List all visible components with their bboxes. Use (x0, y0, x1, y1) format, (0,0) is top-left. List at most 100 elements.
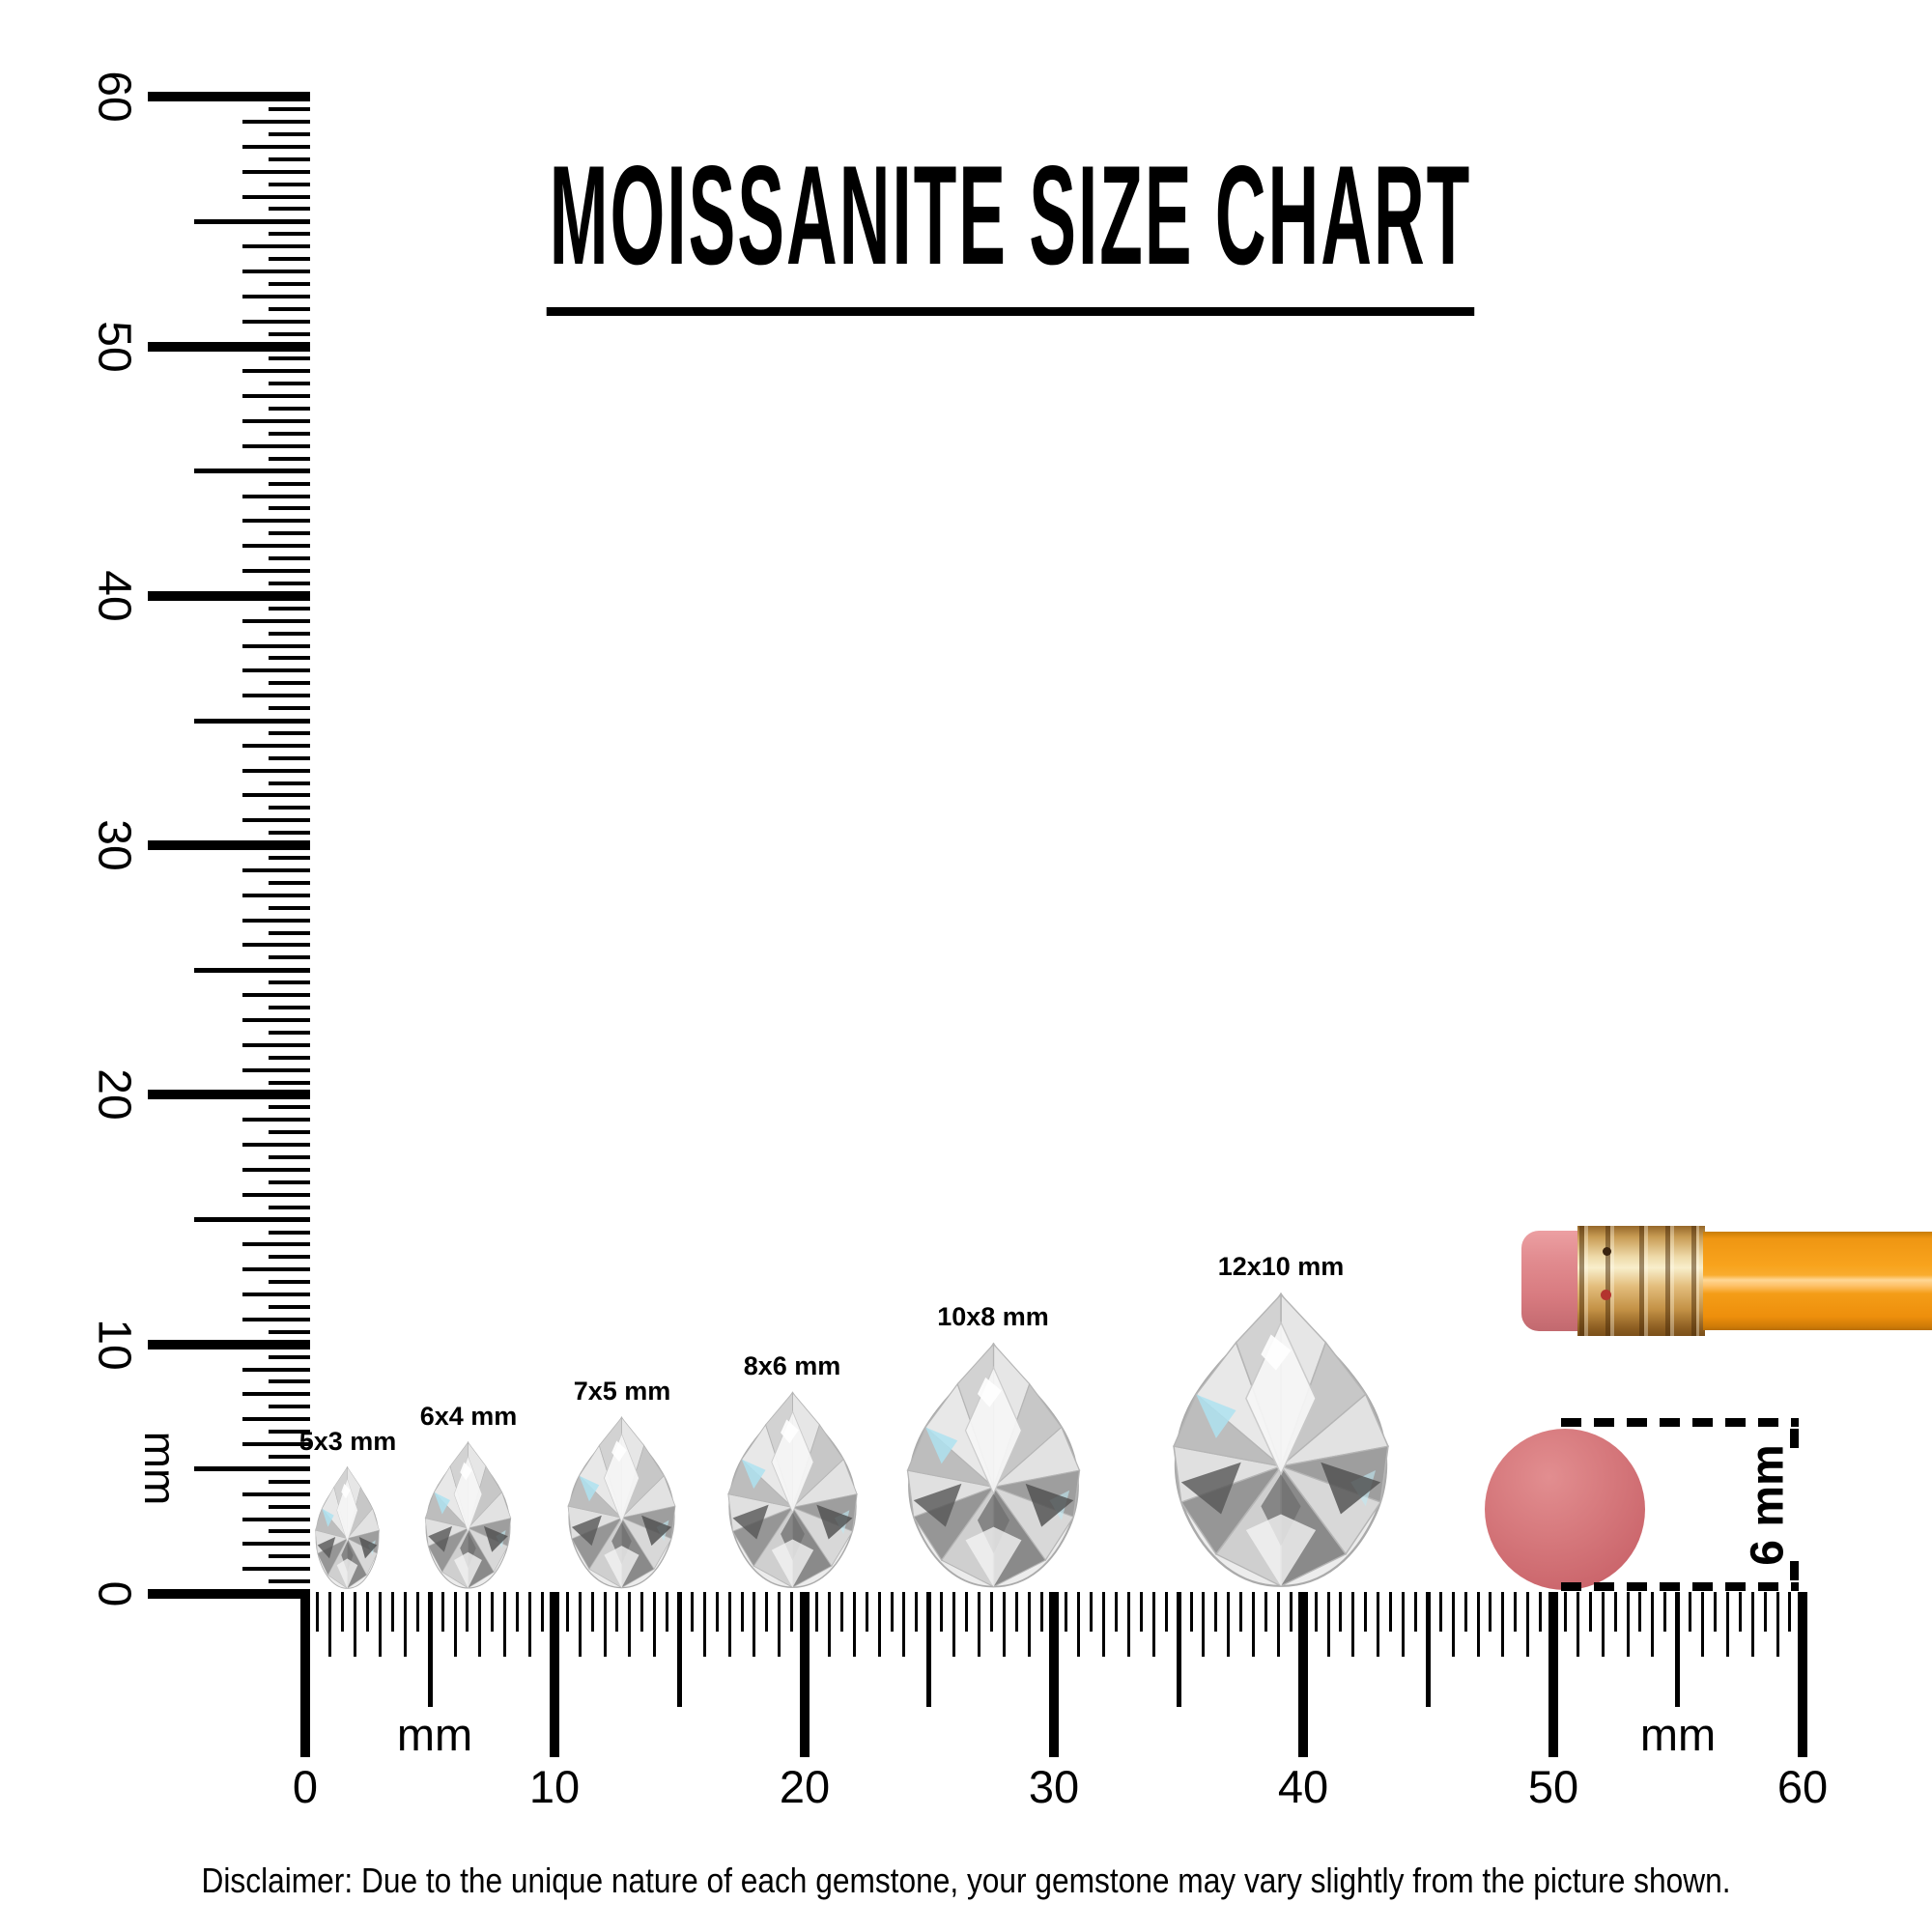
bottom-ruler-tick (1675, 1592, 1681, 1707)
left-ruler-tick (269, 356, 310, 361)
bottom-ruler-tick (1314, 1592, 1318, 1632)
bottom-ruler-tick (354, 1592, 357, 1657)
left-ruler-tick (148, 590, 310, 601)
left-ruler-number: 10 (88, 1319, 140, 1371)
bottom-ruler-tick (550, 1592, 560, 1757)
gem-size-label: 8x6 mm (743, 1351, 841, 1380)
bottom-ruler-tick (715, 1592, 719, 1632)
left-ruler-tick (269, 382, 310, 386)
bottom-ruler-tick (1626, 1592, 1630, 1657)
left-ruler-tick (269, 306, 310, 311)
left-ruler-tick (269, 1579, 310, 1584)
bottom-ruler-tick (653, 1592, 657, 1657)
bottom-ruler-tick (1264, 1592, 1267, 1632)
left-ruler-tick (269, 107, 310, 112)
bottom-ruler-tick (1689, 1592, 1692, 1632)
left-ruler-tick (242, 993, 310, 998)
left-ruler-tick (242, 1317, 310, 1321)
bottom-ruler-unit-label: mm (396, 1709, 473, 1760)
left-ruler-tick (269, 131, 310, 136)
left-ruler-tick (269, 156, 310, 161)
left-ruler-tick (242, 1167, 310, 1172)
left-ruler-tick (269, 980, 310, 985)
bottom-ruler-tick (1797, 1592, 1807, 1757)
gem-5x3mm (310, 1465, 384, 1590)
left-ruler-tick (194, 967, 310, 973)
bottom-ruler-tick (902, 1592, 906, 1657)
bottom-ruler-tick (765, 1592, 769, 1632)
left-ruler-tick (269, 1179, 310, 1184)
bottom-ruler-tick (1425, 1592, 1431, 1707)
left-ruler-number: 60 (88, 71, 140, 123)
left-ruler-tick (269, 331, 310, 336)
left-ruler-tick (269, 281, 310, 286)
bottom-ruler-tick (1151, 1592, 1155, 1657)
bottom-ruler-tick (1039, 1592, 1043, 1632)
bottom-ruler-tick (1389, 1592, 1393, 1632)
left-ruler-tick (242, 120, 310, 124)
bottom-ruler-tick (1126, 1592, 1130, 1657)
bottom-ruler-tick (1451, 1592, 1455, 1657)
left-ruler-tick (269, 1205, 310, 1209)
bottom-ruler-tick (1548, 1592, 1558, 1757)
bottom-ruler-tick (965, 1592, 968, 1632)
left-ruler-tick (269, 1430, 310, 1435)
left-ruler-tick (269, 1255, 310, 1260)
left-ruler-tick (269, 1479, 310, 1484)
bottom-ruler-number: 0 (292, 1761, 319, 1812)
gem-6x4mm (418, 1440, 518, 1590)
left-ruler-tick (269, 1529, 310, 1534)
left-ruler-tick (242, 419, 310, 423)
bottom-ruler-tick (415, 1592, 419, 1632)
bottom-ruler-tick (1563, 1592, 1567, 1632)
bottom-ruler-tick (1077, 1592, 1081, 1657)
page-title-wrap: MOISSANITE SIZE CHART (82, 145, 1932, 316)
bottom-ruler-tick (1725, 1592, 1729, 1657)
bottom-ruler-tick (790, 1592, 794, 1632)
bottom-ruler-tick (316, 1592, 320, 1632)
gem-7x5mm (559, 1415, 684, 1590)
bottom-ruler-tick (1713, 1592, 1717, 1632)
left-ruler-tick (242, 569, 310, 573)
bottom-ruler-tick (1738, 1592, 1742, 1632)
left-ruler-tick (269, 656, 310, 661)
left-ruler-tick (242, 1042, 310, 1047)
left-ruler-tick (269, 1329, 310, 1334)
bottom-ruler-tick (1413, 1592, 1417, 1632)
bottom-ruler-tick (915, 1592, 919, 1632)
left-ruler-tick (242, 1517, 310, 1521)
left-ruler-tick (269, 1055, 310, 1060)
left-ruler-tick (242, 1118, 310, 1122)
dimension-endcap-bottom (1790, 1561, 1799, 1580)
left-ruler-tick (269, 1006, 310, 1009)
bottom-ruler-tick (1002, 1592, 1006, 1657)
pencil-ferrule (1577, 1226, 1705, 1336)
bottom-ruler-tick (926, 1592, 932, 1707)
left-ruler-tick (242, 194, 310, 199)
ferrule-rivet-dot (1603, 1247, 1611, 1256)
bottom-ruler-tick (1027, 1592, 1031, 1657)
left-ruler-tick (269, 631, 310, 636)
left-ruler-tick (242, 443, 310, 448)
bottom-ruler-tick (1339, 1592, 1343, 1632)
bottom-ruler-tick (1048, 1592, 1059, 1757)
left-ruler-tick (242, 1017, 310, 1022)
left-ruler-tick (269, 207, 310, 212)
left-ruler-tick (242, 169, 310, 174)
bottom-ruler-tick (440, 1592, 444, 1632)
dimension-dash-bottom (1561, 1582, 1799, 1591)
left-ruler-tick (269, 755, 310, 760)
left-ruler-tick (269, 730, 310, 735)
left-ruler-tick (242, 1542, 310, 1547)
left-ruler-tick (194, 1217, 310, 1222)
left-ruler-tick (242, 768, 310, 773)
left-ruler-tick (269, 1305, 310, 1309)
gem-size-label: 7x5 mm (573, 1377, 671, 1406)
bottom-ruler-number: 10 (528, 1761, 581, 1812)
bottom-ruler-number: 50 (1527, 1761, 1579, 1812)
left-ruler-unit-label: mm (135, 1431, 185, 1506)
bottom-ruler-tick (877, 1592, 881, 1657)
left-ruler-tick (269, 1354, 310, 1359)
bottom-ruler-tick (1326, 1592, 1330, 1657)
left-ruler-tick (242, 294, 310, 298)
